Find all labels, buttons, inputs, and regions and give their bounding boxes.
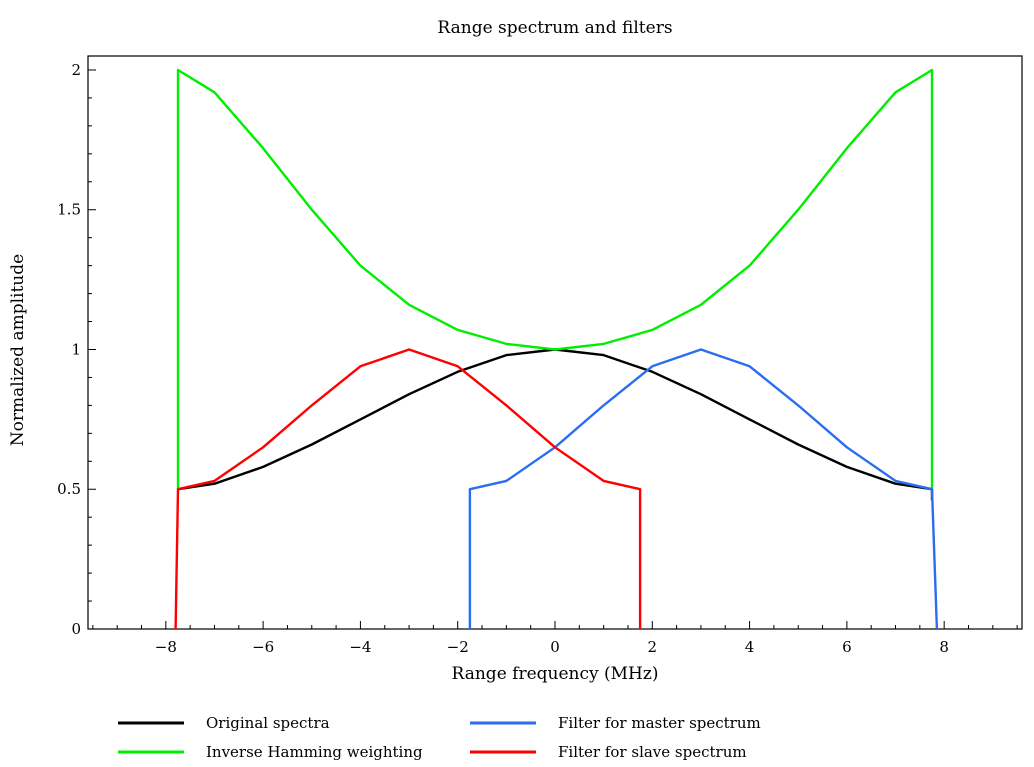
legend: Original spectra Inverse Hamming weightin… [118,714,761,761]
x-tick-label: −6 [252,638,274,656]
series-line-0 [177,348,934,501]
chart-title: Range spectrum and filters [437,18,672,38]
y-tick-label: 1.5 [57,201,81,219]
x-tick-label: 2 [648,638,658,656]
y-tick-label: 0.5 [57,480,81,498]
plot-frame [87,55,1023,630]
x-tick-label: 8 [939,638,949,656]
y-tick-label: 1 [71,340,81,358]
series-line-1 [176,68,934,490]
x-tick-label: −4 [349,638,371,656]
y-tick-label: 0 [71,620,81,638]
y-tick-label: 2 [71,61,81,79]
series-line-2 [468,348,939,630]
y-axis-label: Normalized amplitude [8,254,28,446]
y-axis: 0 0.5 1 1.5 2 [57,61,96,638]
x-axis-label: Range frequency (MHz) [452,664,659,684]
legend-label-3: Filter for slave spectrum [558,743,747,761]
legend-label-2: Filter for master spectrum [558,714,761,732]
x-tick-label: −8 [155,638,177,656]
plot-area [87,55,1023,630]
x-tick-label: 0 [550,638,560,656]
legend-label-1: Inverse Hamming weighting [206,743,423,761]
x-tick-label: −2 [447,638,469,656]
legend-label-0: Original spectra [206,714,330,732]
series-line-3 [174,348,642,630]
x-tick-label: 6 [842,638,852,656]
x-axis: −8 −6 −4 −2 0 2 4 6 8 [92,621,1018,656]
x-tick-label: 4 [745,638,755,656]
